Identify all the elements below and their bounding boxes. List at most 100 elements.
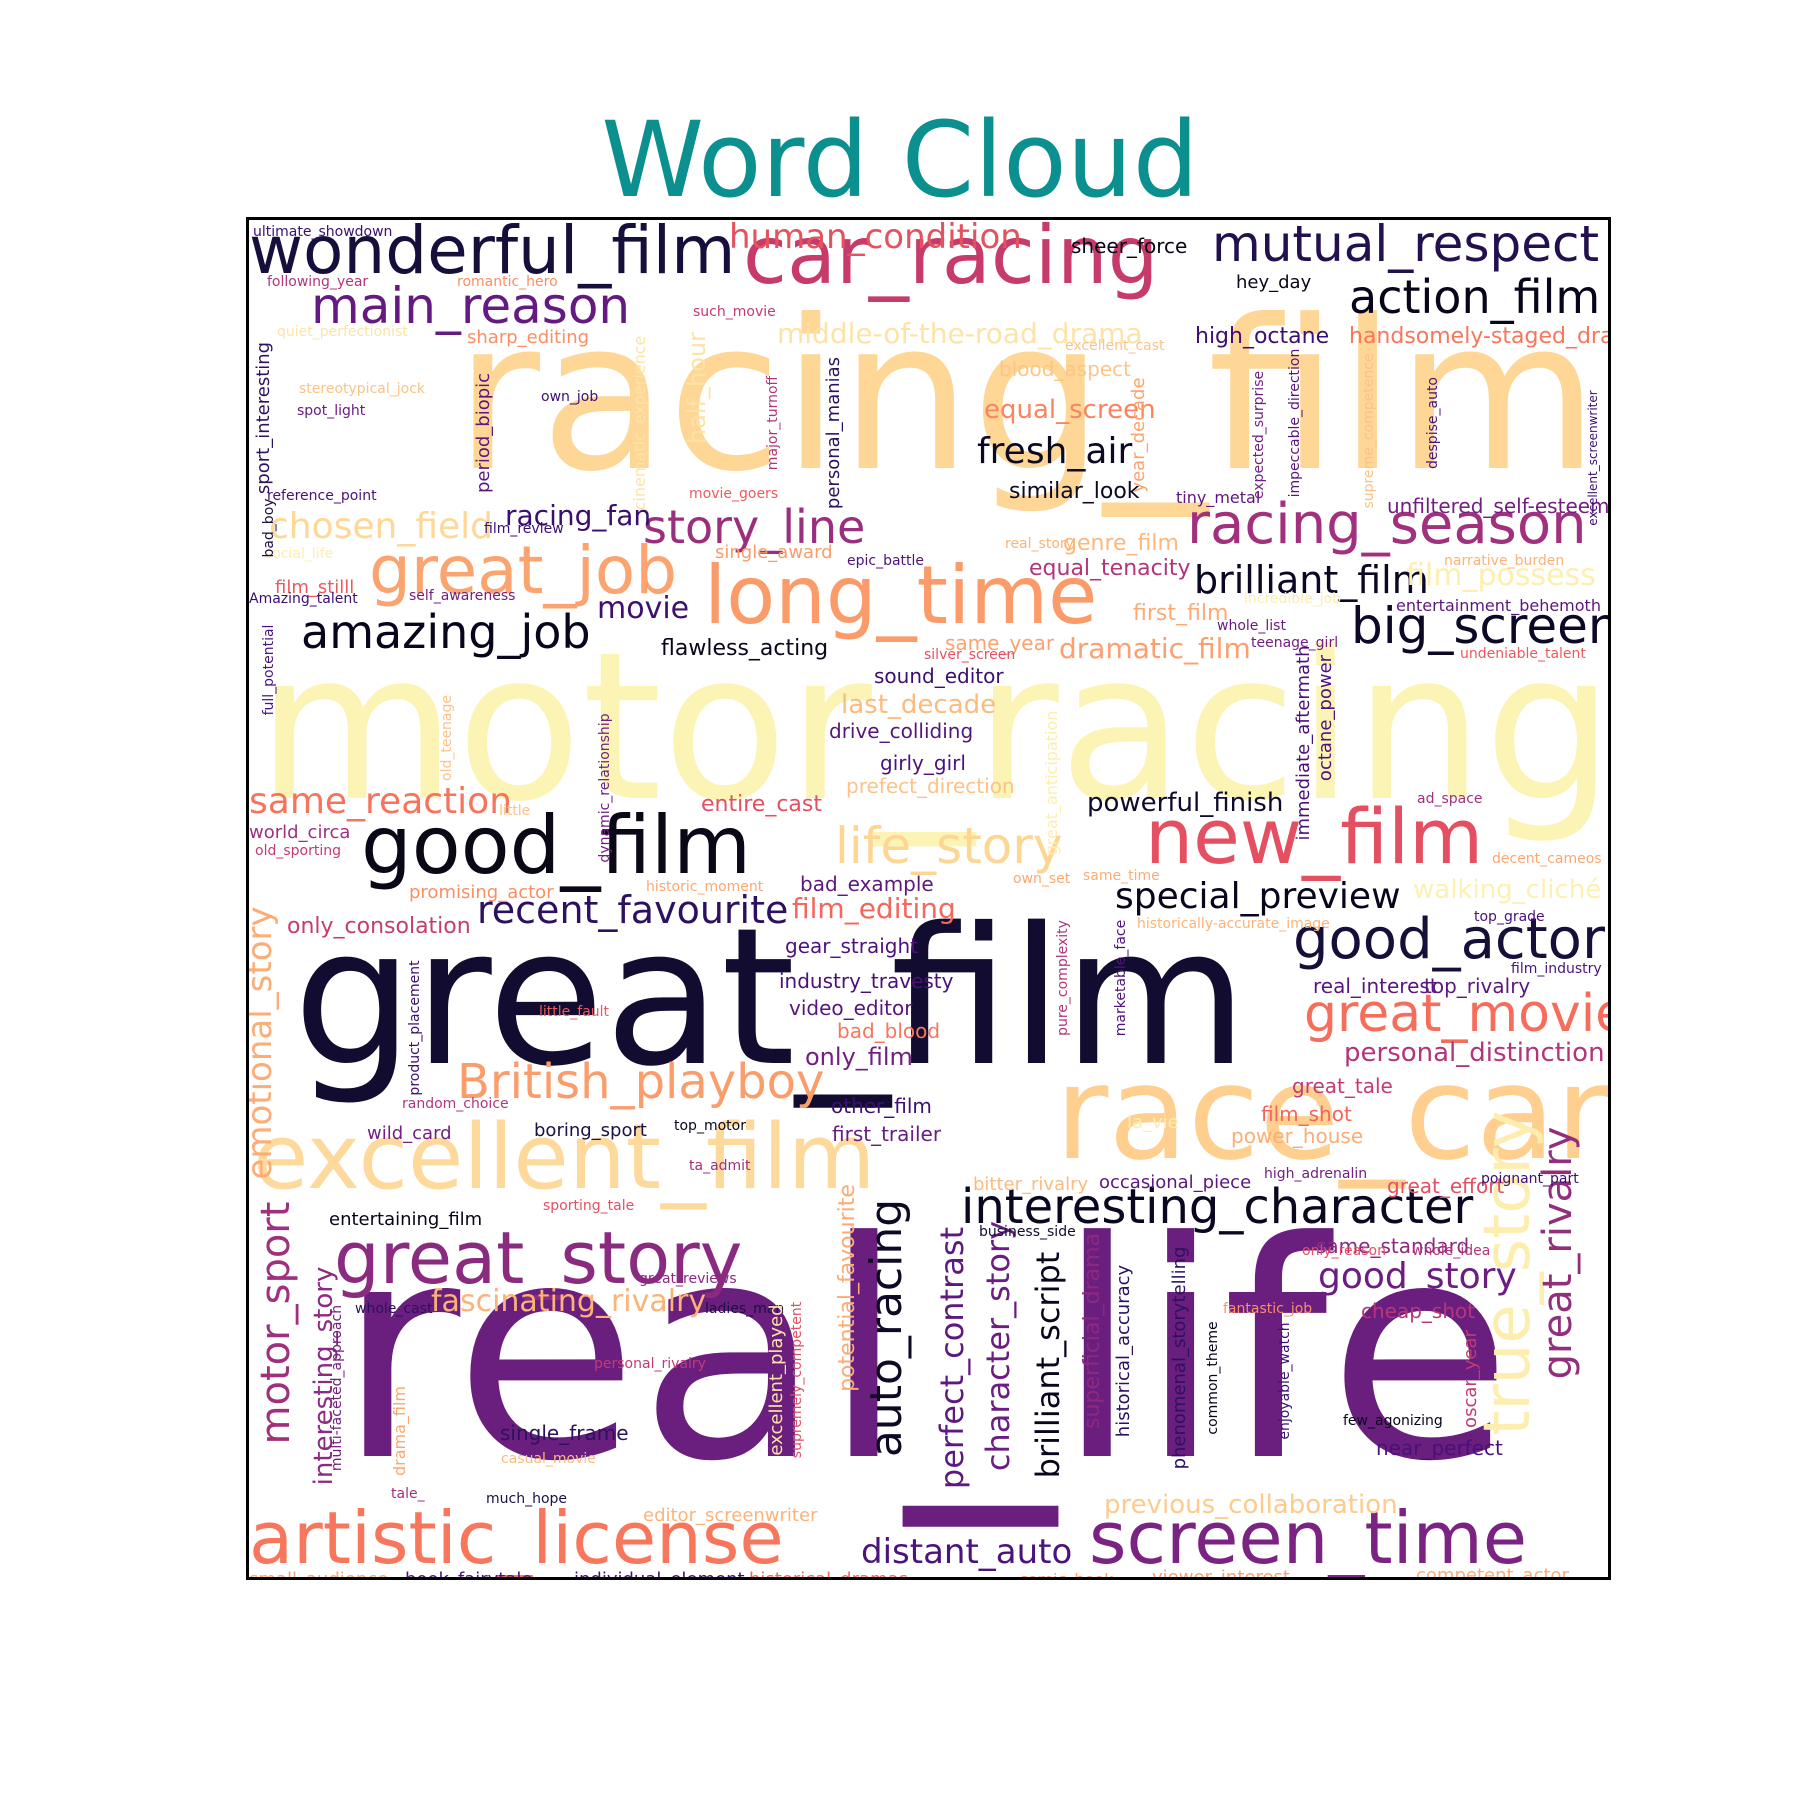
word-last-decade: last_decade (841, 690, 996, 720)
word-recent-favourite: recent_favourite (477, 888, 788, 932)
word-excellent-screenwriter: excellent_screenwriter (1586, 390, 1600, 525)
word-fascinating-rivalry: fascinating_rivalry (431, 1284, 706, 1319)
word-year-decade: year_decade (1128, 377, 1149, 492)
word-movie: movie (597, 591, 689, 626)
word-undeniable-talent: undeniable_talent (1460, 646, 1586, 662)
word-powerful-finish: powerful_finish (1087, 788, 1283, 818)
word-little: little (499, 803, 530, 819)
word-product-placement: product_placement (407, 960, 423, 1096)
word-other-film: other_film (831, 1094, 932, 1118)
word-cloud: racing_film motor_racing great_film real_li… (249, 220, 1611, 1580)
word-quiet-perfectionist: quiet_perfectionist (277, 324, 408, 340)
word-comic-book: comic_book (1019, 1570, 1114, 1580)
word-mutual-respect: mutual_respect (1212, 220, 1599, 273)
word-real-life: real_life (337, 1178, 1512, 1531)
word-big-screen: big_screen (1351, 597, 1611, 655)
word-old-teenage: old_teenage (439, 695, 455, 781)
word-entire-cast: entire_cast (701, 792, 822, 817)
word-cinematic-experience: cinematic_experience (630, 336, 650, 511)
word-incredible-job: incredible_job (1244, 591, 1341, 607)
word-story-line: story_line (643, 500, 865, 554)
word-ta-admit: ta_admit (689, 1158, 751, 1174)
word-racing-film: racing_film (455, 276, 1599, 518)
word-great-reviews: great_reviews (639, 1271, 737, 1287)
word-drama-film: drama_film (390, 1386, 410, 1476)
word-cheap-shot: cheap_shot (1361, 1299, 1475, 1323)
word-tale-: tale_ (391, 1486, 426, 1502)
word-movie-goers: movie_goers (689, 486, 778, 502)
word-top-rivalry: top_rivalry (1424, 974, 1530, 998)
word-ad-space: ad_space (1417, 791, 1483, 807)
word-small-audience: small_audience (249, 1569, 388, 1580)
word-few-agonizing: few_agonizing (1343, 1413, 1443, 1429)
word-ladies-man: ladies_man (705, 1301, 784, 1317)
word-oscar-year: oscar_year (1460, 1329, 1481, 1427)
word-stereotypical-jock: stereotypical_jock (299, 381, 426, 397)
word-motor-racing: motor_racing (257, 609, 1611, 847)
word-life-story: life_story (835, 817, 1063, 875)
word-book-fairytale: book_fairytale (405, 1569, 532, 1580)
word-phenomenal-storytelling: phenomenal_storytelling (1169, 1247, 1190, 1470)
word-immediate-aftermath: immediate_aftermath (1293, 645, 1314, 840)
word-sheer-force: sheer_force (1071, 234, 1187, 258)
word-decent-cameos: decent_cameos (1492, 851, 1602, 867)
word-teenage-girl: teenage_girl (1251, 635, 1338, 651)
word-casual-movie: casual_movie (501, 1451, 596, 1467)
word-real-interest: real_interest (1313, 974, 1438, 998)
word-good-actor: good_actor (1293, 907, 1606, 972)
word-world-circa: world_circa (249, 822, 350, 843)
word-only-film: only_film (805, 1043, 913, 1071)
word-same-year: same_year (945, 631, 1055, 655)
word-potential-favourite: potential_favourite (835, 1184, 860, 1392)
word-entertaining-film: entertaining_film (329, 1209, 482, 1230)
word-power-house: power_house (1231, 1124, 1363, 1148)
word-motor-sport: motor_sport (253, 1202, 299, 1445)
word-full-potential: full_potential (261, 625, 277, 716)
word-multi-faceted-approach: multi-faceted_approach (329, 1305, 345, 1471)
word-wonderful-film: wonderful_film (249, 220, 735, 289)
word-perfect-contrast: perfect_contrast (933, 1227, 971, 1489)
word-chosen-field: chosen_field (269, 506, 493, 547)
chart-title: Word Cloud (601, 99, 1199, 221)
word-individual-element: individual_element (574, 1569, 745, 1580)
word-despise-auto: despise_auto (1425, 377, 1441, 469)
word-personal-distinction: personal_distinction (1344, 1038, 1605, 1068)
word-old-sporting: old_sporting (255, 843, 341, 859)
word-main-reason: main_reason (311, 277, 630, 335)
word-only-consolation: only_consolation (287, 914, 471, 939)
word-great-rivalry: great_rivalry (1535, 1127, 1581, 1380)
word-film-possess: film_possess (1406, 558, 1596, 593)
word-such-movie: such_movie (693, 304, 776, 320)
word-interesting-story: interesting_story (309, 1267, 339, 1486)
word-major-turnoff: major_turnoff (765, 375, 781, 470)
word-equal-tenacity: equal_tenacity (1029, 556, 1190, 581)
word-wild-card: wild_card (367, 1123, 452, 1144)
word-great-movie: great_movie (1304, 984, 1611, 1044)
word-film-stilll: film_stilll (275, 577, 354, 598)
word-single-frame: single_frame (500, 1421, 629, 1445)
word-character-story: character_story (979, 1221, 1017, 1471)
word-little-fault: little_fault (539, 1004, 610, 1020)
word-gear-straight: gear_straight (785, 934, 918, 958)
word-self-awareness: self_awareness (409, 588, 515, 604)
word-video-editor: video_editor (789, 996, 913, 1020)
word-business-side: business_side (979, 1224, 1076, 1240)
word-romantic-hero: romantic_hero (457, 274, 558, 290)
word-great-job: great_job (369, 532, 677, 609)
word-historic-moment: historic_moment (646, 879, 764, 895)
word-racing-fan: racing_fan (505, 499, 651, 532)
word-film-review: film_review (484, 521, 564, 537)
word-supreme-competence: supreme_competence (1361, 353, 1377, 508)
word-handsomely-staged-drama: handsomely-staged_drama (1349, 324, 1611, 349)
word-own-set: own_set (1013, 871, 1071, 887)
word-marketable-face: marketable_face (1113, 920, 1129, 1036)
word-flawless-acting: flawless_acting (661, 636, 828, 661)
word-historically-accurate-image: historically-accurate_image (1137, 916, 1330, 932)
word-good-story: good_story (1318, 1256, 1517, 1297)
word-screen-time: screen_time (1089, 1496, 1527, 1580)
word-period-biopic: period_biopic (473, 373, 494, 493)
word-first-film: first_film (1133, 601, 1228, 626)
word-amazing-job: amazing_job (301, 605, 591, 659)
word-superficial-drama: superficial_drama (1080, 1233, 1105, 1429)
word-true-story: true_story (1471, 1110, 1545, 1435)
